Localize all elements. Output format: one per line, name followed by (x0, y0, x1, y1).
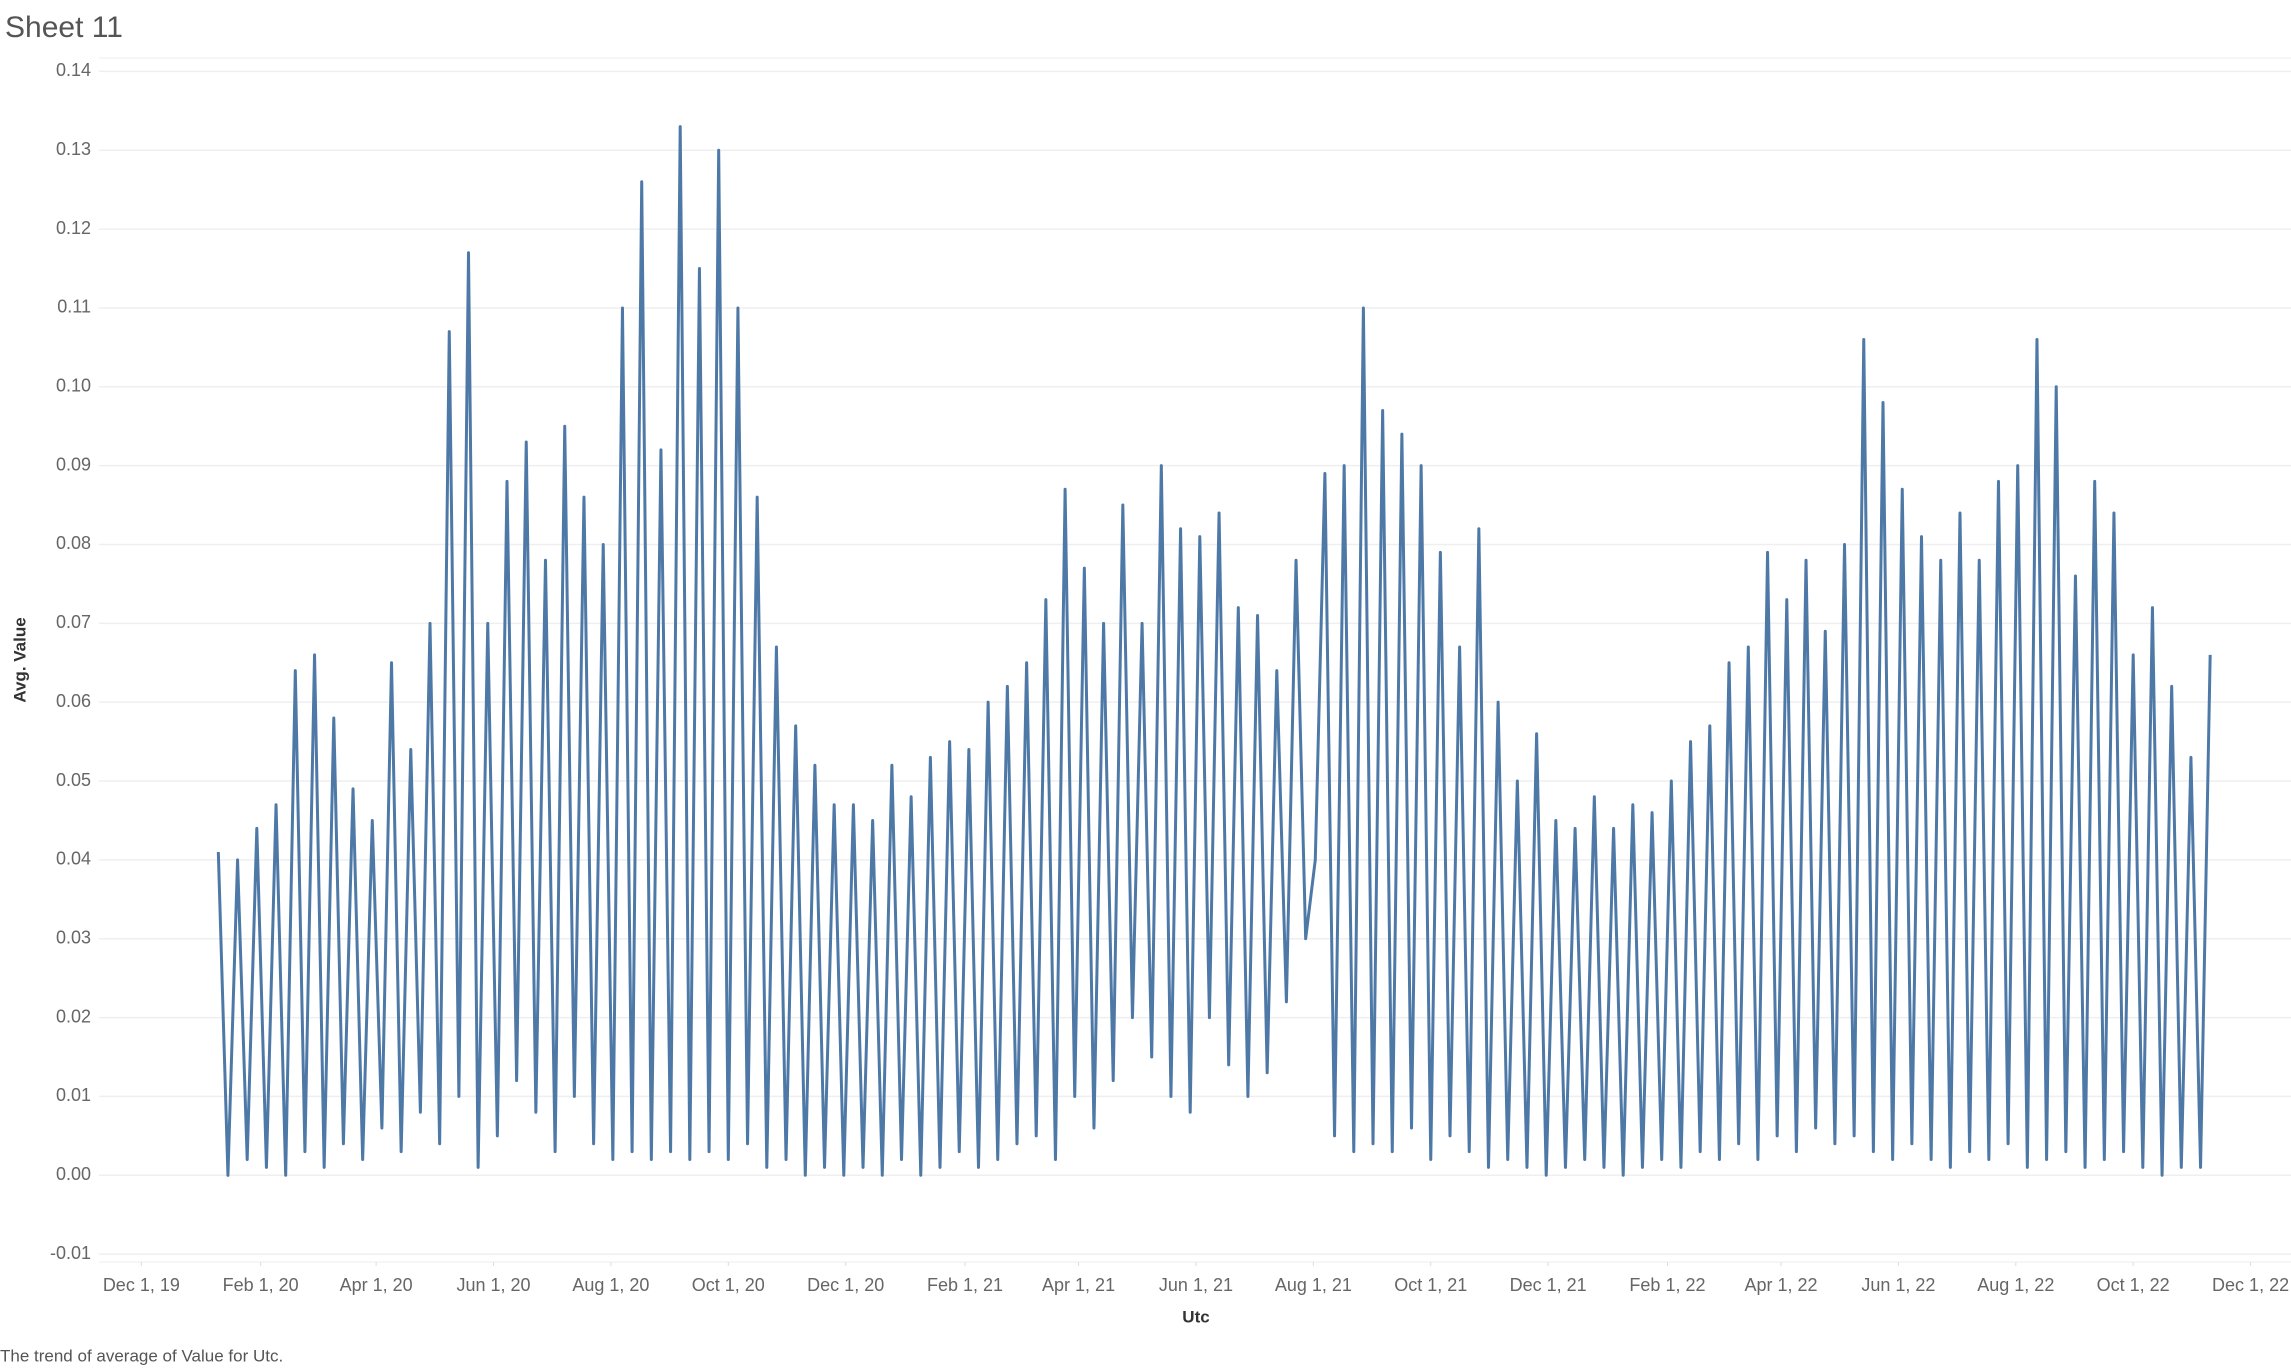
x-tick-label: Aug 1, 20 (572, 1275, 649, 1295)
chart-title: Sheet 11 (5, 11, 123, 44)
x-tick-label: Apr 1, 21 (1042, 1275, 1115, 1295)
x-tick-label: Dec 1, 21 (1510, 1275, 1587, 1295)
y-tick-label: 0.03 (56, 927, 91, 947)
x-tick-label: Feb 1, 22 (1629, 1275, 1705, 1295)
x-tick-label: Apr 1, 22 (1744, 1275, 1817, 1295)
x-tick-label: Jun 1, 22 (1861, 1275, 1935, 1295)
y-tick-label: 0.12 (56, 218, 91, 238)
x-tick-label: Oct 1, 21 (1394, 1275, 1467, 1295)
y-tick-label: 0.04 (56, 849, 91, 869)
x-tick-label: Aug 1, 21 (1275, 1275, 1352, 1295)
x-tick-label: Jun 1, 20 (456, 1275, 530, 1295)
x-tick-label: Aug 1, 22 (1977, 1275, 2054, 1295)
data-line (216, 125, 2212, 1177)
y-tick-label: 0.00 (56, 1164, 91, 1184)
y-tick-label: 0.08 (56, 533, 91, 553)
y-tick-label: 0.07 (56, 612, 91, 632)
x-tick-label: Oct 1, 22 (2097, 1275, 2170, 1295)
y-tick-label: 0.02 (56, 1006, 91, 1026)
x-tick-label: Dec 1, 20 (807, 1275, 884, 1295)
x-axis-title: Utc (1182, 1307, 1209, 1326)
y-axis-title: Avg. Value (10, 617, 29, 702)
y-tick-label: 0.06 (56, 691, 91, 711)
y-tick-label: 0.10 (56, 376, 91, 396)
x-tick-label: Apr 1, 20 (340, 1275, 413, 1295)
y-tick-label: -0.01 (50, 1243, 91, 1263)
x-tick-label: Jun 1, 21 (1159, 1275, 1233, 1295)
y-tick-label: 0.09 (56, 454, 91, 474)
caption: The trend of average of Value for Utc. (0, 1346, 283, 1365)
x-tick-label: Feb 1, 21 (927, 1275, 1003, 1295)
x-tick-label: Oct 1, 20 (692, 1275, 765, 1295)
x-tick-label: Dec 1, 19 (103, 1275, 180, 1295)
x-tick-label: Dec 1, 22 (2212, 1275, 2289, 1295)
x-tick-label: Feb 1, 20 (223, 1275, 299, 1295)
y-tick-label: 0.13 (56, 139, 91, 159)
y-tick-label: 0.14 (56, 60, 91, 80)
y-tick-label: 0.05 (56, 770, 91, 790)
y-tick-label: 0.01 (56, 1085, 91, 1105)
y-tick-label: 0.11 (57, 297, 91, 317)
